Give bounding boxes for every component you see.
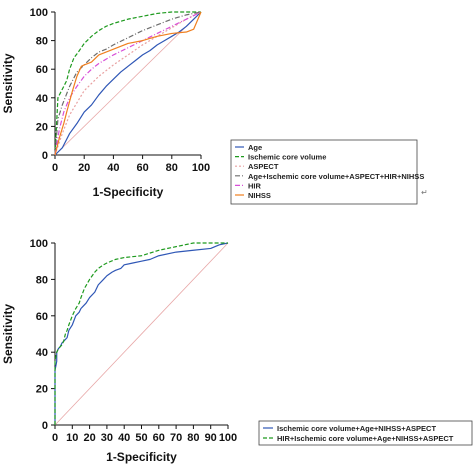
- x-tick-label: 30: [101, 432, 113, 444]
- x-tick-label: 20: [78, 162, 90, 174]
- x-tick-label: 0: [52, 432, 58, 444]
- legend-box: [230, 139, 418, 205]
- x-tick-label: 40: [118, 432, 130, 444]
- legend-label-aspect: ASPECT: [248, 162, 279, 171]
- x-axis-label: 1-Specificity: [106, 450, 177, 464]
- x-tick-label: 80: [187, 432, 199, 444]
- series-line-hir: [54, 11, 202, 156]
- legend-box: [258, 420, 473, 446]
- x-tick-label: 0: [52, 162, 58, 174]
- y-tick-label: 80: [36, 36, 48, 48]
- y-tick-label: 40: [36, 93, 48, 105]
- y-tick-label: 0: [42, 150, 48, 162]
- legend-label-nihss: NIHSS: [248, 191, 271, 200]
- y-tick-label: 80: [36, 274, 48, 286]
- legend-label-ischemic-core-volume: Ischemic core volume: [248, 153, 326, 162]
- y-tick-label: 100: [30, 7, 48, 19]
- legend-label-ischemic-core-volume-age-nihss-aspect: Ischemic core volume+Age+NIHSS+ASPECT: [277, 424, 436, 433]
- y-tick-label: 20: [36, 121, 48, 133]
- x-tick-label: 80: [166, 162, 178, 174]
- y-tick-label: 60: [36, 311, 48, 323]
- x-tick-label: 20: [83, 432, 95, 444]
- x-tick-label: 50: [135, 432, 147, 444]
- y-tick-label: 40: [36, 347, 48, 359]
- legend-label-age-ischemic-core-volume-aspect-hir-nihss: Age+Ischemic core volume+ASPECT+HIR+NIHS…: [248, 172, 424, 181]
- legend-label-age: Age: [248, 143, 262, 152]
- x-tick-label: 100: [219, 432, 237, 444]
- x-tick-label: 60: [153, 432, 165, 444]
- legend-label-hir: HIR: [248, 181, 262, 190]
- x-axis-label: 1-Specificity: [93, 185, 164, 199]
- x-tick-label: 10: [66, 432, 78, 444]
- y-tick-label: 100: [30, 238, 48, 250]
- series-line-age-ischemic-core-volume-aspect-hir-nihss: [54, 11, 202, 156]
- reference-diagonal-line: [54, 242, 229, 426]
- x-tick-label: 60: [136, 162, 148, 174]
- y-axis-label: Sensitivity: [1, 304, 15, 364]
- series-line-nihss: [54, 11, 202, 156]
- legend-label-hir-ischemic-core-volume-age-nihss-aspect: HIR+Ischemic core volume+Age+NIHSS+ASPEC…: [277, 434, 454, 443]
- y-tick-label: 60: [36, 64, 48, 76]
- x-tick-label: 40: [107, 162, 119, 174]
- x-tick-label: 90: [205, 432, 217, 444]
- roc-chart-top: 0 20 40 60 80 100 0 20 40 60 80 100 1-Specificity Sen…: [1, 7, 424, 205]
- reference-diagonal-line: [54, 11, 202, 156]
- series-line-ischemic-core-volume: [54, 11, 201, 156]
- series-line-hir-ischemic-core-volume-age-nihss-aspect: [54, 242, 228, 425]
- series-line-ischemic-core-volume-age-nihss-aspect: [54, 242, 229, 425]
- y-axis-label: Sensitivity: [1, 53, 15, 113]
- x-tick-label: 100: [192, 162, 210, 174]
- return-mark: ↵: [421, 188, 428, 197]
- x-tick-label: 70: [170, 432, 182, 444]
- y-tick-label: 20: [36, 384, 48, 396]
- y-tick-label: 0: [42, 420, 48, 432]
